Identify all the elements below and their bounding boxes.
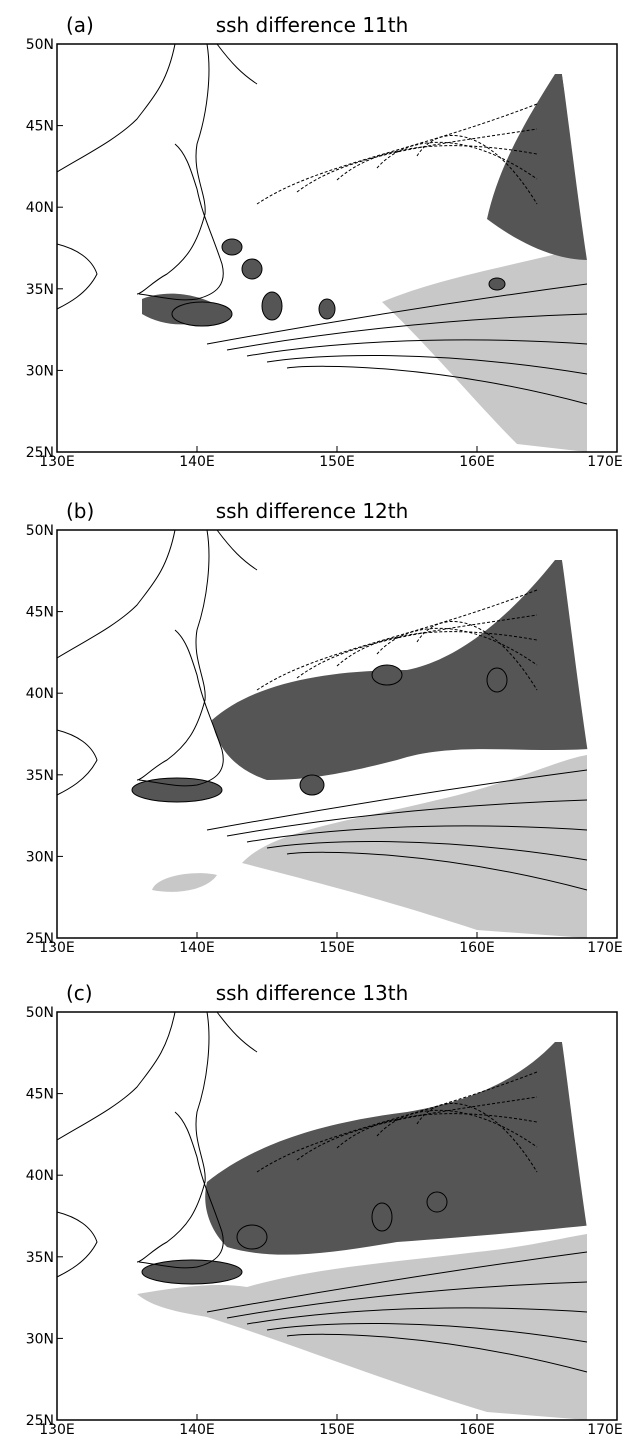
y-tick-label: 45N bbox=[26, 119, 54, 135]
x-tick-label: 160E bbox=[459, 454, 495, 470]
contour-line-dashed bbox=[296, 614, 538, 679]
contour-blob bbox=[171, 301, 233, 327]
contour-line-dashed bbox=[256, 589, 538, 691]
x-tick-label: 170E bbox=[587, 940, 623, 956]
contour-line-dashed bbox=[336, 631, 538, 667]
y-tick-label: 40N bbox=[26, 200, 54, 216]
contour-line-dashed bbox=[256, 103, 538, 205]
contour-line bbox=[206, 769, 588, 831]
x-tick-label: 150E bbox=[319, 940, 355, 956]
contour-blob bbox=[299, 774, 325, 796]
x-tick-label: 150E bbox=[319, 1422, 355, 1438]
panel-label: (c) bbox=[66, 981, 93, 1005]
x-tick-label: 140E bbox=[179, 1422, 215, 1438]
contour-line-dashed bbox=[256, 1071, 538, 1173]
negative-region bbox=[212, 560, 602, 780]
contour-line-dashed bbox=[376, 627, 538, 666]
contour-blob bbox=[486, 667, 508, 693]
contour-line bbox=[246, 1307, 588, 1325]
y-tick-label: 25N bbox=[26, 931, 54, 947]
contour-line bbox=[226, 799, 588, 837]
contour-line-dashed bbox=[296, 1096, 538, 1161]
x-tick-label: 140E bbox=[179, 454, 215, 470]
y-tick-label: 30N bbox=[26, 849, 54, 865]
panel-title: ssh difference 12th bbox=[216, 499, 409, 523]
domain-edge bbox=[555, 530, 617, 938]
contour-blob bbox=[221, 238, 243, 256]
y-tick-label: 35N bbox=[26, 768, 54, 784]
contour-line bbox=[286, 365, 588, 405]
contour-blob bbox=[131, 777, 223, 803]
y-tick-label: 45N bbox=[26, 605, 54, 621]
contour-line bbox=[266, 354, 588, 375]
panel-title: ssh difference 13th bbox=[216, 981, 409, 1005]
positive-region bbox=[152, 755, 587, 938]
y-tick-label: 40N bbox=[26, 686, 54, 702]
contour-line-dashed bbox=[416, 135, 538, 205]
x-tick-label: 130E bbox=[39, 454, 75, 470]
contour-line bbox=[206, 1251, 588, 1313]
contour-line-dashed bbox=[416, 621, 538, 691]
x-tick-label: 160E bbox=[459, 1422, 495, 1438]
x-tick-label: 150E bbox=[319, 454, 355, 470]
contour-line bbox=[266, 840, 588, 861]
map-panel bbox=[56, 43, 618, 453]
contour-blob bbox=[371, 664, 403, 686]
contour-blob bbox=[261, 291, 283, 321]
y-tick-label: 50N bbox=[26, 523, 54, 539]
contour-line bbox=[246, 825, 588, 843]
contour-line-dashed bbox=[296, 128, 538, 193]
panel-label: (a) bbox=[66, 13, 94, 37]
contour-blob bbox=[371, 1202, 393, 1232]
y-tick-label: 35N bbox=[26, 282, 54, 298]
contour-blob bbox=[488, 277, 506, 291]
x-tick-label: 160E bbox=[459, 940, 495, 956]
x-tick-label: 140E bbox=[179, 940, 215, 956]
contour-line bbox=[206, 283, 588, 345]
y-tick-label: 30N bbox=[26, 1331, 54, 1347]
contour-line-dashed bbox=[416, 1103, 538, 1173]
map-panel bbox=[56, 1011, 618, 1421]
map-panel bbox=[56, 529, 618, 939]
coastline bbox=[56, 43, 258, 310]
contour-line-dashed bbox=[336, 145, 538, 181]
x-tick-label: 170E bbox=[587, 1422, 623, 1438]
domain-edge bbox=[555, 1012, 617, 1420]
positive-region bbox=[382, 249, 587, 452]
contour-line bbox=[226, 313, 588, 351]
y-tick-label: 45N bbox=[26, 1087, 54, 1103]
contour-line-dashed bbox=[336, 1113, 538, 1149]
y-tick-label: 50N bbox=[26, 1005, 54, 1021]
y-tick-label: 25N bbox=[26, 445, 54, 461]
y-tick-label: 40N bbox=[26, 1168, 54, 1184]
contour-line-dashed bbox=[376, 1109, 538, 1148]
contour-line bbox=[226, 1281, 588, 1319]
contour-blob bbox=[141, 1259, 243, 1285]
contour-blob bbox=[241, 258, 263, 280]
contour-line bbox=[266, 1322, 588, 1343]
domain-edge bbox=[555, 44, 617, 452]
contour-line-dashed bbox=[376, 141, 538, 180]
panel-label: (b) bbox=[66, 499, 94, 523]
y-tick-label: 30N bbox=[26, 363, 54, 379]
y-tick-label: 35N bbox=[26, 1250, 54, 1266]
contour-blob bbox=[318, 298, 336, 320]
contour-blob bbox=[236, 1224, 268, 1250]
contour-blob bbox=[426, 1191, 448, 1213]
contour-line bbox=[246, 339, 588, 357]
contour-line bbox=[286, 1333, 588, 1373]
y-tick-label: 50N bbox=[26, 37, 54, 53]
positive-region bbox=[137, 1234, 587, 1420]
panel-title: ssh difference 11th bbox=[216, 13, 409, 37]
coastline bbox=[56, 1011, 258, 1278]
contour-line bbox=[286, 851, 588, 891]
negative-region bbox=[205, 1042, 602, 1255]
coastline bbox=[56, 529, 258, 796]
x-tick-label: 130E bbox=[39, 1422, 75, 1438]
x-tick-label: 170E bbox=[587, 454, 623, 470]
y-tick-label: 25N bbox=[26, 1413, 54, 1429]
x-tick-label: 130E bbox=[39, 940, 75, 956]
